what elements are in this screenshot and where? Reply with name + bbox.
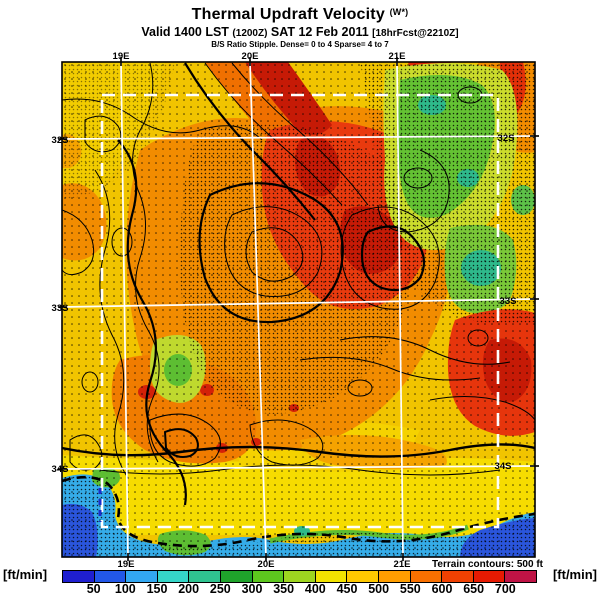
lon-label-top-20e: 20E (242, 51, 259, 62)
colorbar-tick-label: 200 (178, 582, 200, 596)
terrain-contours (62, 62, 535, 506)
colorbar-tick-label: 400 (304, 582, 326, 596)
colorbar-ticks: 50 100 150 200 250 300 350 400 450 500 550 600 650 70… (0, 582, 600, 598)
colorbar-tick-label: 700 (494, 582, 516, 596)
valid-utc: (1200Z) (232, 28, 268, 39)
graticule-ticks (58, 57, 539, 561)
colorbar-tick-label: 300 (241, 582, 263, 596)
colorbar-tick-label: 150 (146, 582, 168, 596)
lat-label-left-32s: 32S (52, 135, 69, 146)
forecast-init: [18hrFcst@2210Z] (372, 28, 459, 39)
colorbar-segment (157, 571, 190, 582)
valid-date: SAT 12 Feb 2011 (270, 25, 369, 39)
units-label-left: [ft/min] (3, 567, 48, 582)
colorbar-segment (63, 571, 95, 582)
lat-label-right-32s: 32S (498, 133, 515, 144)
terrain-contours-note: Terrain contours: 500 ft (432, 559, 544, 570)
units-label-right: [ft/min] (552, 567, 597, 582)
colorbar-segment (94, 571, 127, 582)
colorbar-segment (252, 571, 285, 582)
colorbar-segment (347, 571, 379, 582)
colorbar-segment (442, 571, 474, 582)
colorbar-tick-label: 450 (336, 582, 358, 596)
lat-label-right-33s: 33S (500, 296, 517, 307)
colorbar-tick-label: 650 (463, 582, 485, 596)
colorbar-tick-label: 100 (114, 582, 136, 596)
map-fill-layer: 32S 33S 34S (62, 62, 535, 557)
colorbar-tick-label: 550 (399, 582, 421, 596)
page-title: Thermal Updraft Velocity (W*) (0, 6, 600, 24)
lon-label-bottom-20e: 20E (258, 559, 275, 570)
colorbar-segment (220, 571, 253, 582)
colorbar-tick-label: 350 (273, 582, 295, 596)
lon-label-top-19e: 19E (113, 51, 130, 62)
colorbar-segment (189, 571, 221, 582)
colorbar-tick-label: 250 (209, 582, 231, 596)
colorbar-tick-label: 500 (368, 582, 390, 596)
colorbar-segment (505, 571, 536, 582)
lat-label-left-34s: 34S (52, 464, 69, 475)
colorbar-segment (410, 571, 443, 582)
colorbar (62, 570, 537, 583)
coastline (62, 475, 535, 548)
colorbar-segment (378, 571, 411, 582)
colorbar-tick-label: 600 (431, 582, 453, 596)
colorbar-tick-label: 50 (86, 582, 101, 596)
title-variable-suffix: (W*) (389, 7, 409, 17)
header: Thermal Updraft Velocity (W*) Valid 1400… (0, 6, 600, 49)
map-frame (61, 61, 536, 558)
colorbar-segment (315, 571, 348, 582)
title-text: Thermal Updraft Velocity (191, 6, 385, 23)
colorbar-segment (473, 571, 506, 582)
lon-label-bottom-19e: 19E (118, 559, 135, 570)
lat-label-left-33s: 33S (52, 303, 69, 314)
graticule-lines (62, 62, 535, 557)
colorbar-segment (284, 571, 316, 582)
valid-time-line: Valid 1400 LST (1200Z) SAT 12 Feb 2011 [… (0, 25, 600, 39)
stipple-legend-line: B/S Ratio Stipple. Dense= 0 to 4 Sparse=… (211, 40, 389, 49)
lat-label-right-34s: 34S (495, 461, 512, 472)
lon-label-top-21e: 21E (389, 51, 406, 62)
lon-label-bottom-21e: 21E (394, 559, 411, 570)
colorbar-segment (126, 571, 158, 582)
valid-time: Valid 1400 LST (141, 25, 229, 39)
nested-domain-box (100, 93, 500, 529)
